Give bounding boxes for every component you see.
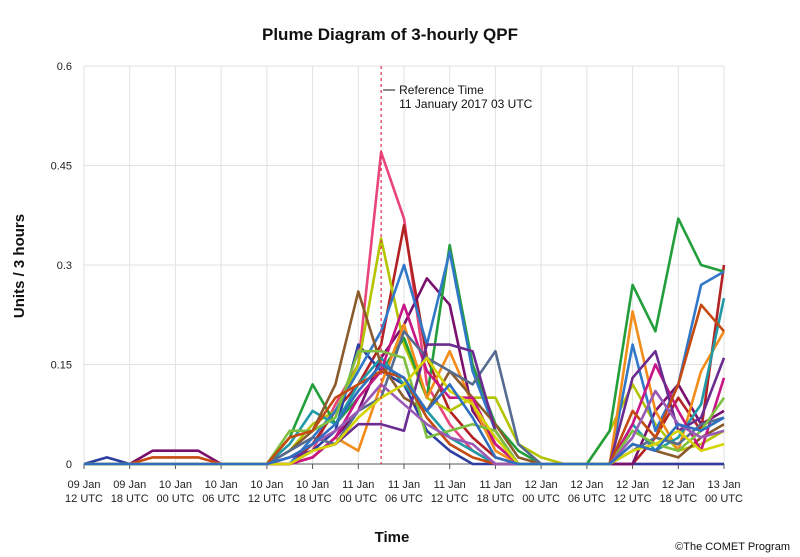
- x-tick-label-date: 12 Jan: [570, 479, 603, 491]
- x-tick-label-date: 12 Jan: [662, 479, 695, 491]
- x-tick-label-date: 12 Jan: [616, 479, 649, 491]
- x-tick-label-date: 09 Jan: [113, 479, 146, 491]
- x-tick-label-time: 18 UTC: [111, 493, 149, 505]
- y-tick-label: 0.6: [57, 61, 72, 73]
- x-tick-label-date: 11 Jan: [434, 479, 466, 491]
- x-tick-label-date: 11 Jan: [388, 479, 420, 491]
- x-tick-label-time: 06 UTC: [202, 493, 240, 505]
- x-tick-label-time: 12 UTC: [248, 493, 286, 505]
- x-tick-label-time: 00 UTC: [156, 493, 194, 505]
- x-tick-label-time: 06 UTC: [385, 493, 423, 505]
- x-tick-label-time: 06 UTC: [568, 493, 606, 505]
- x-tick-label-date: 10 Jan: [296, 479, 329, 491]
- x-tick-label-date: 12 Jan: [525, 479, 558, 491]
- x-tick-label-time: 18 UTC: [476, 493, 514, 505]
- credit-text: ©The COMET Program: [675, 541, 790, 553]
- x-tick-label-date: 09 Jan: [67, 479, 100, 491]
- x-tick-label-date: 10 Jan: [250, 479, 283, 491]
- x-tick-label-date: 11 Jan: [479, 479, 511, 491]
- y-tick-label: 0.15: [51, 360, 72, 372]
- series-line: [84, 363, 725, 466]
- x-tick-label-date: 10 Jan: [159, 479, 192, 491]
- x-axis-ticks: 09 Jan 12 UTC 09 Jan 18 UTC 10 Jan 00 UTC 10 J…: [65, 464, 743, 505]
- x-tick-label-time: 12 UTC: [614, 493, 652, 505]
- x-tick-label-date: 13 Jan: [707, 479, 740, 491]
- x-tick-label-time: 18 UTC: [659, 493, 697, 505]
- y-axis-title: Units / 3 hours: [11, 214, 28, 318]
- x-tick-label-time: 12 UTC: [65, 493, 103, 505]
- reference-sublabel: 11 January 2017 03 UTC: [399, 97, 533, 111]
- reference-time: Reference Time 11 January 2017 03 UTC: [380, 66, 533, 464]
- chart-title: Plume Diagram of 3-hourly QPF: [262, 25, 518, 44]
- series-group: [83, 150, 726, 466]
- y-tick-label: 0: [66, 459, 72, 471]
- x-tick-label-date: 11 Jan: [342, 479, 374, 491]
- y-tick-label: 0.45: [51, 161, 72, 173]
- x-tick-label-time: 00 UTC: [522, 493, 560, 505]
- x-tick-label-time: 12 UTC: [431, 493, 469, 505]
- x-tick-label-date: 10 Jan: [205, 479, 238, 491]
- y-axis-ticks: 0 0.15 0.3 0.45 0.6: [51, 61, 72, 471]
- x-tick-label-time: 18 UTC: [294, 493, 332, 505]
- x-tick-label-time: 00 UTC: [339, 493, 377, 505]
- y-tick-label: 0.3: [57, 260, 72, 272]
- x-tick-label-time: 00 UTC: [705, 493, 743, 505]
- x-axis-title: Time: [375, 529, 410, 546]
- reference-label: Reference Time: [399, 83, 484, 97]
